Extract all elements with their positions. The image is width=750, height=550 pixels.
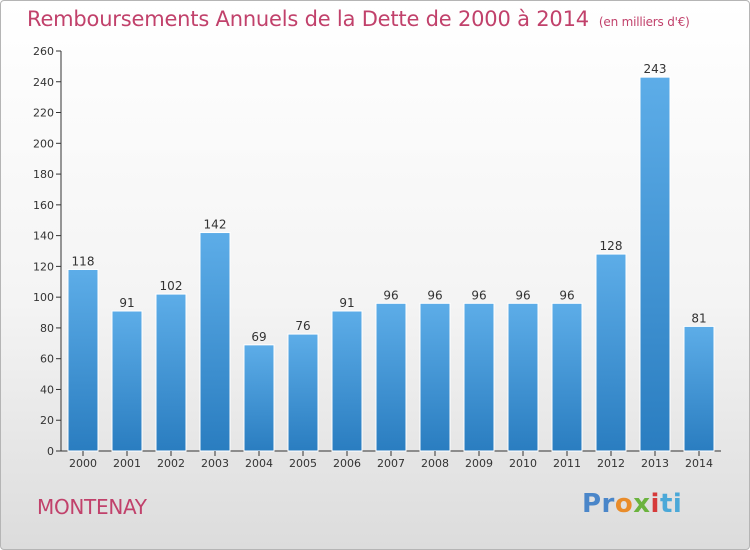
- title-unit: (en milliers d'€): [598, 15, 690, 29]
- bar-value-label: 102: [160, 279, 183, 293]
- y-tick-label: 180: [33, 168, 54, 181]
- x-tick-label: 2013: [641, 457, 669, 470]
- x-tick-label: 2001: [113, 457, 141, 470]
- bar-value-label: 142: [204, 218, 227, 232]
- x-tick-label: 2010: [509, 457, 537, 470]
- y-tick-label: 140: [33, 230, 54, 243]
- y-tick-label: 240: [33, 76, 54, 89]
- y-tick-label: 220: [33, 107, 54, 120]
- bar: [111, 310, 143, 452]
- bar-value-label: 243: [644, 62, 667, 76]
- bar-value-label: 96: [515, 288, 530, 302]
- bar-value-label: 69: [251, 330, 266, 344]
- x-tick-label: 2005: [289, 457, 317, 470]
- x-tick-label: 2004: [245, 457, 273, 470]
- bar-value-label: 96: [427, 288, 442, 302]
- bar: [331, 310, 363, 452]
- bar-value-label: 91: [119, 296, 134, 310]
- proxiti-logo: Proxiti: [582, 489, 683, 519]
- bar-value-label: 96: [471, 288, 486, 302]
- x-tick-label: 2007: [377, 457, 405, 470]
- y-tick-label: 260: [33, 45, 54, 58]
- x-tick-label: 2012: [597, 457, 625, 470]
- y-tick-label: 100: [33, 291, 54, 304]
- commune-name: MONTENAY: [37, 495, 147, 519]
- y-tick-label: 200: [33, 137, 54, 150]
- bar: [287, 333, 319, 452]
- y-tick-label: 0: [47, 445, 54, 458]
- x-tick-label: 2008: [421, 457, 449, 470]
- bar: [67, 268, 99, 452]
- bar: [595, 253, 627, 452]
- title-text: Remboursements Annuels de la Dette de 20…: [27, 7, 589, 31]
- x-tick-label: 2000: [69, 457, 97, 470]
- bar: [507, 302, 539, 452]
- x-tick-label: 2014: [685, 457, 713, 470]
- y-tick-label: 40: [40, 383, 54, 396]
- bar-value-label: 118: [72, 254, 95, 268]
- y-tick-label: 80: [40, 322, 54, 335]
- bar: [639, 76, 671, 452]
- x-tick-label: 2002: [157, 457, 185, 470]
- x-tick-label: 2006: [333, 457, 361, 470]
- y-tick-label: 120: [33, 260, 54, 273]
- bar: [683, 325, 715, 452]
- bar: [375, 302, 407, 452]
- x-tick-label: 2009: [465, 457, 493, 470]
- bar: [199, 232, 231, 452]
- y-tick-label: 20: [40, 414, 54, 427]
- bar-value-label: 128: [600, 239, 623, 253]
- x-tick-label: 2011: [553, 457, 581, 470]
- bar-value-label: 81: [691, 311, 706, 325]
- bar: [463, 302, 495, 452]
- bar: [419, 302, 451, 452]
- bar-value-label: 76: [295, 319, 310, 333]
- bar-value-label: 96: [559, 288, 574, 302]
- bar: [551, 302, 583, 452]
- x-tick-label: 2003: [201, 457, 229, 470]
- chart-title: Remboursements Annuels de la Dette de 20…: [27, 7, 690, 31]
- y-tick-label: 160: [33, 199, 54, 212]
- bar-value-label: 91: [339, 296, 354, 310]
- bar: [243, 344, 275, 452]
- y-tick-label: 60: [40, 353, 54, 366]
- bar: [155, 293, 187, 452]
- bar-value-label: 96: [383, 288, 398, 302]
